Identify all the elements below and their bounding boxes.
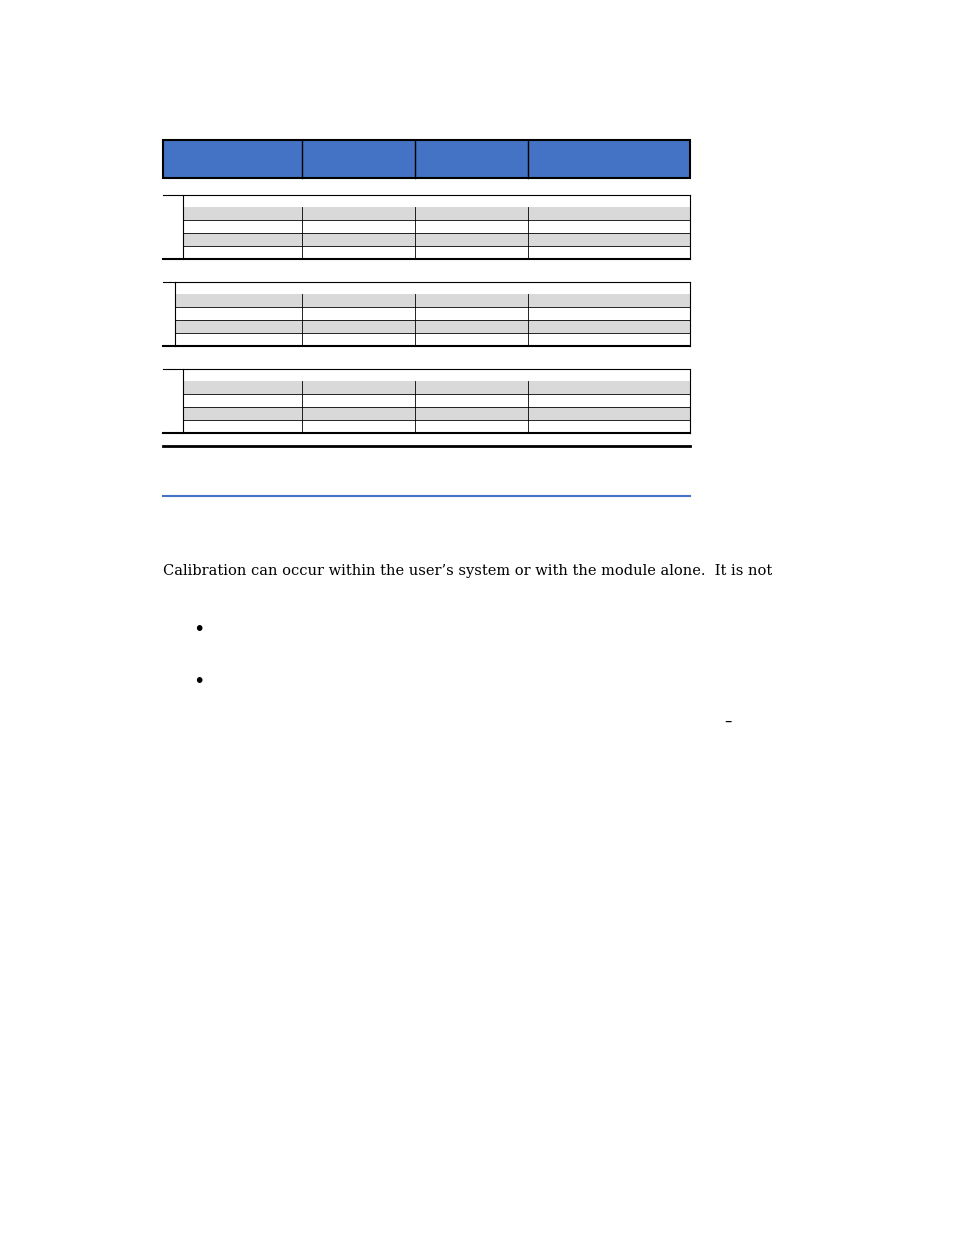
- Bar: [183, 220, 689, 233]
- Bar: [183, 246, 689, 259]
- Bar: [183, 408, 689, 420]
- Bar: [183, 420, 689, 433]
- Text: •: •: [193, 672, 204, 692]
- Bar: [183, 394, 689, 408]
- Bar: [174, 320, 689, 333]
- Bar: [174, 308, 689, 320]
- Bar: [183, 233, 689, 246]
- Bar: [174, 333, 689, 346]
- Text: •: •: [193, 620, 204, 638]
- Text: Calibration can occur within the user’s system or with the module alone.  It is : Calibration can occur within the user’s …: [163, 564, 771, 578]
- Bar: [163, 140, 689, 178]
- Bar: [174, 294, 689, 308]
- Text: –: –: [723, 714, 731, 729]
- Bar: [183, 382, 689, 394]
- Bar: [183, 207, 689, 220]
